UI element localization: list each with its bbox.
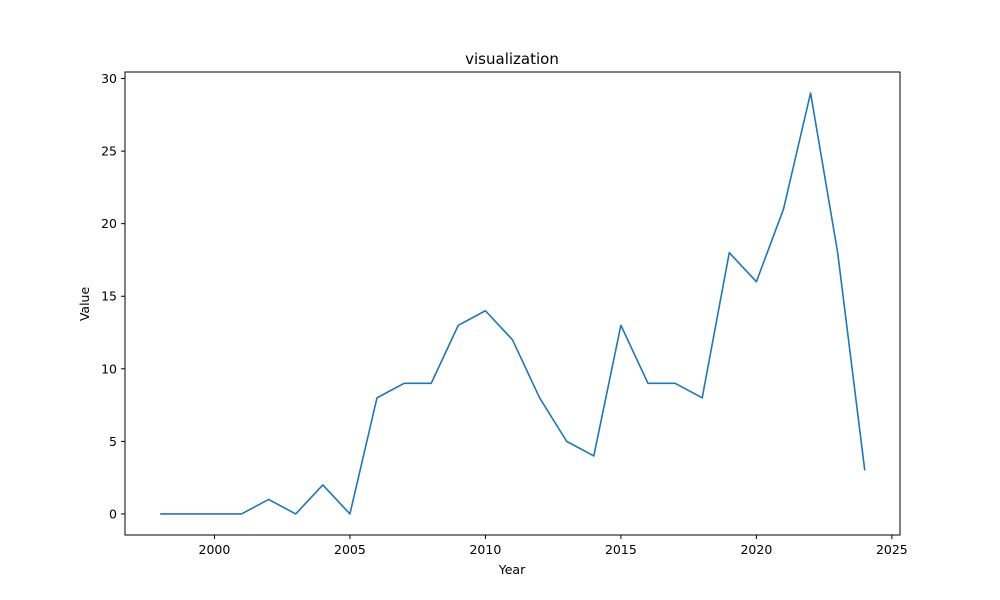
chart-title: visualization [465,50,559,68]
x-axis: 2000 2005 2010 2015 2020 2025 [199,535,908,557]
x-tick-label: 2020 [740,542,772,557]
y-tick-label: 20 [101,216,117,231]
x-tick-label: 2000 [199,542,231,557]
x-axis-label: Year [498,562,526,577]
x-tick-label: 2015 [605,542,637,557]
x-tick-label: 2025 [876,542,908,557]
plot-area [160,92,866,515]
y-axis: 0 5 10 15 20 25 30 [101,71,125,521]
plot-frame [124,71,901,536]
y-tick-label: 10 [101,361,117,376]
y-tick-label: 15 [101,289,117,304]
y-tick-label: 30 [101,71,117,86]
y-tick-label: 0 [109,506,117,521]
x-tick-label: 2010 [469,542,501,557]
y-tick-label: 5 [109,434,117,449]
y-tick-label: 25 [101,144,117,159]
series-line [160,92,866,515]
y-axis-label: Value [77,287,92,322]
x-tick-label: 2005 [334,542,366,557]
